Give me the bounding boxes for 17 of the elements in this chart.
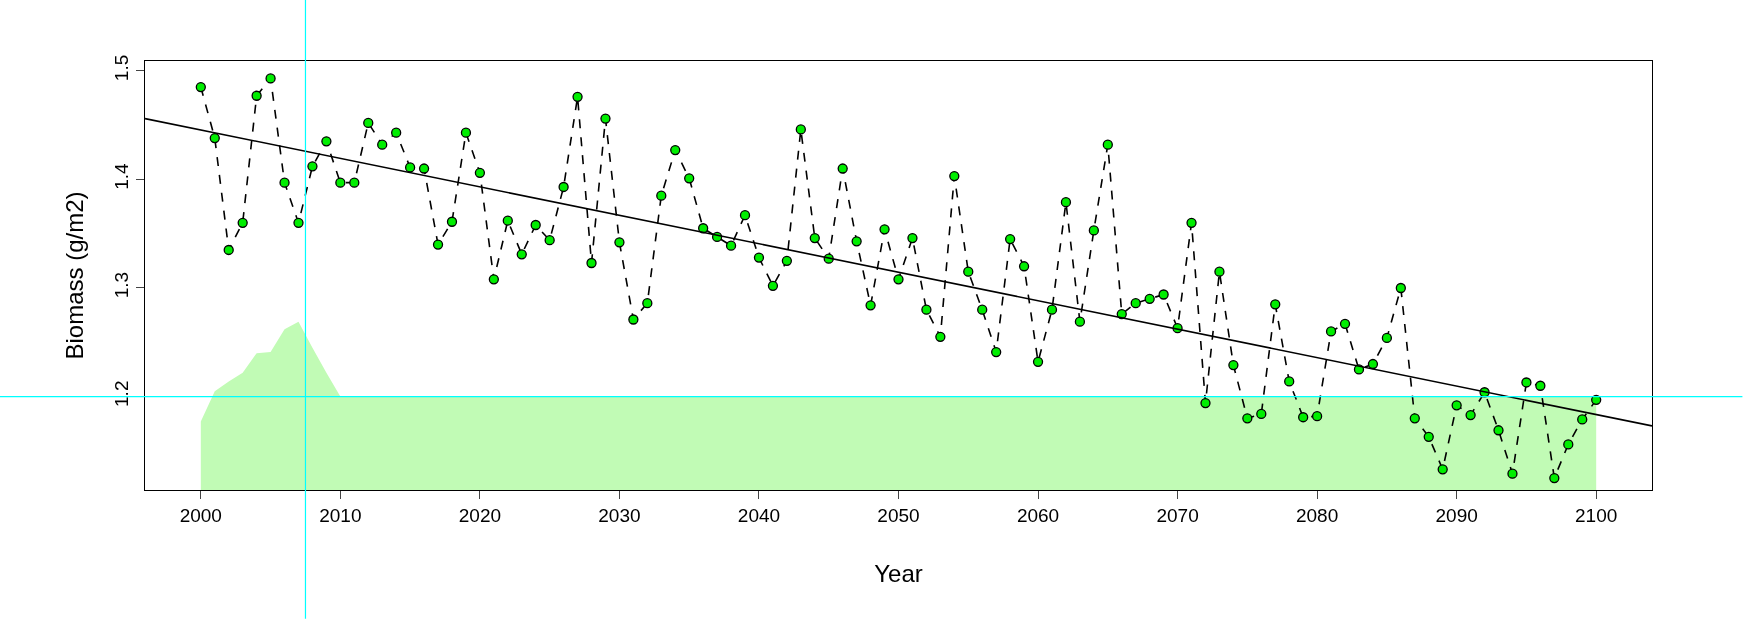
- x-tick-label: 2060: [1016, 504, 1060, 526]
- x-tick-label: 2070: [1156, 504, 1199, 526]
- x-tick-label: 2030: [598, 504, 641, 526]
- x-tick-label: 2020: [458, 504, 502, 526]
- x-tick-label: 2100: [1575, 504, 1618, 526]
- x-axis-title: Year: [874, 560, 923, 588]
- x-tick-label: 2080: [1295, 504, 1339, 526]
- x-tick-label: 2010: [319, 504, 362, 526]
- x-tick-label: 2000: [179, 504, 222, 526]
- y-tick-label: 1.3: [111, 271, 133, 299]
- y-axis-title: Biomass (g/m2): [61, 191, 89, 360]
- y-tick-label: 1.2: [111, 380, 133, 407]
- x-tick-label: 2050: [877, 504, 920, 526]
- y-tick-label: 1.4: [111, 162, 133, 190]
- x-tick-label: 2090: [1435, 504, 1478, 526]
- y-tick-label: 1.5: [111, 54, 133, 82]
- x-tick-label: 2040: [737, 504, 781, 526]
